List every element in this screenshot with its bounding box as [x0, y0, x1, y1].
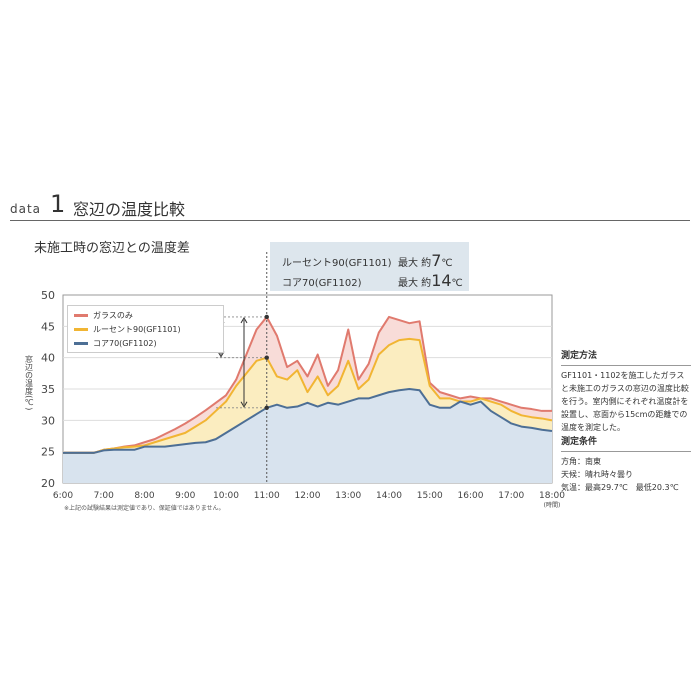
y-tick-label: 35 [41, 383, 55, 396]
arrow-head [217, 351, 225, 358]
callout-prefix: 最大 約 [398, 278, 432, 289]
y-tick-label: 40 [41, 352, 55, 365]
callout-row-lucent: ルーセント90(GF1101) 最大 約7℃ [282, 251, 453, 270]
x-tick-label: 9:00 [175, 491, 195, 501]
callout-label: ルーセント90(GF1101) [282, 258, 392, 269]
callout-row-core: コア70(GF1102) 最大 約14℃ [282, 271, 463, 290]
callout-unit: ℃ [441, 258, 453, 269]
conditions-panel: 測定条件 方角：南東 天候：晴れ時々曇り 気温：最高29.7℃ 最低20.3℃ [561, 436, 691, 494]
x-tick-label: 6:00 [53, 491, 73, 501]
chart-legend: ガラスのみ ルーセント90(GF1101) コア70(GF1102) [67, 305, 224, 353]
y-tick-label: 50 [41, 289, 55, 302]
x-tick-label: 17:00 [498, 491, 524, 501]
condition-direction: 方角：南東 [561, 457, 601, 466]
legend-label: ルーセント90(GF1101) [93, 324, 181, 334]
legend-label: ガラスのみ [93, 310, 133, 320]
annotation-dot [264, 314, 269, 320]
conditions-title: 測定条件 [561, 436, 691, 452]
section-title: 窓辺の温度比較 [73, 200, 186, 219]
x-tick-label: 10:00 [213, 491, 239, 501]
data-word: data [10, 202, 42, 216]
x-tick-label: 16:00 [458, 491, 484, 501]
arrow-head [240, 316, 248, 324]
method-title: 測定方法 [561, 350, 691, 366]
method-panel: 測定方法 GF1101・1102を施工したガラスと未施工のガラスの窓辺の温度比較… [561, 350, 691, 434]
x-tick-label: 13:00 [335, 491, 361, 501]
condition-weather: 天候：晴れ時々曇り [561, 470, 633, 479]
header-rule [10, 220, 690, 221]
chart-subtitle: 未施工時の窓辺との温度差 [34, 241, 190, 256]
x-tick-label: 12:00 [295, 491, 321, 501]
area-core [63, 389, 552, 483]
method-text: GF1101・1102を施工したガラスと未施工のガラスの窓辺の温度比較を行う。室… [561, 371, 689, 432]
annotation-dot [264, 355, 269, 360]
x-tick-label: 14:00 [376, 491, 402, 501]
legend-item-glass: ガラスのみ [74, 309, 133, 321]
x-tick-label: 11:00 [254, 491, 280, 501]
x-tick-label: 7:00 [94, 491, 114, 501]
y-axis-label: 窓辺の温度(℃) [24, 354, 34, 410]
arrow-head [240, 401, 248, 408]
legend-item-core: コア70(GF1102) [74, 337, 157, 349]
callout-value: 7 [431, 251, 442, 270]
callout-value: 14 [431, 271, 452, 290]
annotation-dot [264, 405, 269, 410]
x-tick-label: 18:00 [539, 491, 565, 501]
legend-label: コア70(GF1102) [93, 338, 157, 348]
callout-prefix: 最大 約 [398, 258, 432, 269]
section-header: data 1 窓辺の温度比較 [10, 190, 690, 221]
x-tick-label: 15:00 [417, 491, 443, 501]
legend-item-lucent: ルーセント90(GF1101) [74, 323, 181, 335]
section-number: 1 [50, 190, 66, 218]
callout-unit: ℃ [451, 278, 463, 289]
series-line-lucent [63, 337, 553, 454]
callout-label: コア70(GF1102) [282, 278, 362, 289]
series-line-core [63, 388, 553, 454]
y-tick-label: 45 [41, 320, 55, 333]
legend-swatch [74, 341, 88, 345]
max-difference-callout: ルーセント90(GF1101) 最大 約7℃ コア70(GF1102) 最大 約14… [270, 242, 469, 291]
legend-swatch [74, 313, 88, 317]
y-tick-label: 30 [41, 414, 55, 427]
x-axis-unit: (時間) [544, 501, 561, 509]
y-tick-label: 25 [41, 446, 55, 459]
x-tick-label: 8:00 [134, 491, 154, 501]
footnote: ※上記の試験結果は測定値であり、保証値ではありません。 [64, 505, 225, 512]
condition-temperature: 気温：最高29.7℃ 最低20.3℃ [561, 483, 679, 492]
series-line-glass [63, 315, 552, 454]
legend-swatch [74, 327, 88, 331]
y-tick-label: 20 [41, 477, 55, 490]
